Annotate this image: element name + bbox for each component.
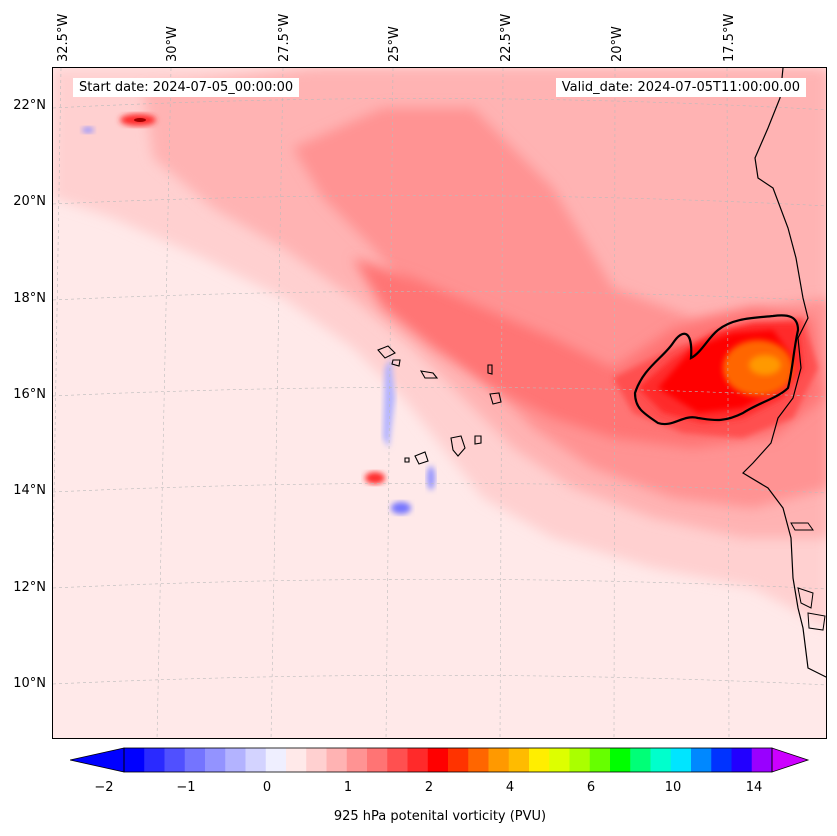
pv-field-map [53, 68, 826, 738]
colorbar-cell [731, 748, 753, 772]
colorbar-tick-1: 1 [343, 780, 353, 795]
colorbar-cell [387, 748, 408, 772]
lon-label-22-5w: 22.5°W [499, 13, 514, 62]
colorbar-cell [427, 748, 449, 772]
pv-blue-streak-1 [383, 358, 395, 448]
lat-label-18n: 18°N [13, 291, 46, 306]
colorbar-cell [569, 748, 591, 772]
lat-label-10n: 10°N [13, 676, 46, 691]
pv-nw-blue [82, 127, 94, 133]
colorbar-cell [468, 748, 489, 772]
colorbar-cell [265, 748, 287, 772]
pv-core-amber [749, 355, 781, 375]
cape-verde-islands [377, 345, 502, 465]
colorbar-cell [691, 748, 712, 772]
colorbar-cell [549, 748, 570, 772]
lat-label-14n: 14°N [13, 483, 46, 498]
colorbar-cell [407, 748, 429, 772]
lon-label-17-5w: 17.5°W [722, 13, 737, 62]
colorbar-cell [184, 748, 206, 772]
lat-label-16n: 16°N [13, 387, 46, 402]
colorbar-cell [670, 748, 692, 772]
pv-contour [633, 314, 800, 426]
colorbar-cell [124, 748, 145, 772]
lat-label-12n: 12°N [13, 580, 46, 595]
lon-label-20w: 20°W [610, 26, 625, 62]
colorbar-cell [306, 748, 327, 772]
colorbar-cell [488, 748, 510, 772]
colorbar-tick-6: 6 [586, 780, 596, 795]
colorbar-cell [448, 748, 469, 772]
colorbar-tick-2: 2 [424, 780, 434, 795]
africa-coastline [742, 68, 826, 678]
colorbar-cell [245, 748, 267, 772]
lon-label-32-5w: 32.5°W [56, 13, 71, 62]
colorbar-tick-neg1: −1 [176, 780, 196, 795]
colorbar-tick-neg2: −2 [94, 780, 114, 795]
pv-red-spot-islands [365, 472, 385, 484]
colorbar-tick-4: 4 [505, 780, 515, 795]
lon-label-27-5w: 27.5°W [277, 13, 292, 62]
lon-label-30w: 30°W [165, 26, 180, 62]
colorbar-cell [286, 748, 307, 772]
colorbar-cell [630, 748, 651, 772]
colorbar-cell [650, 748, 672, 772]
colorbar-cell [326, 748, 348, 772]
colorbar-extend-low [70, 747, 125, 773]
start-date-label: Start date: 2024-07-05_00:00:00 [73, 78, 300, 97]
colorbar-extend-high [771, 747, 810, 773]
lat-label-20n: 20°N [13, 194, 46, 209]
colorbar-cell [589, 748, 611, 772]
colorbar-cell [346, 748, 368, 772]
pv-blue-spot-1 [391, 502, 411, 514]
lon-label-25w: 25°W [387, 26, 402, 62]
colorbar-cell [610, 748, 631, 772]
coastal-islets [790, 522, 826, 631]
valid-date-label: Valid_date: 2024-07-05T11:00:00.00 [555, 78, 806, 97]
colorbar [70, 747, 810, 773]
colorbar-outline [123, 747, 773, 773]
colorbar-cell [144, 748, 165, 772]
lat-label-22n: 22°N [13, 98, 46, 113]
map-gridlines [53, 68, 826, 738]
colorbar-title: 925 hPa potenital vorticity (PVU) [333, 809, 547, 824]
colorbar-cell [751, 748, 773, 772]
colorbar-cell [529, 748, 550, 772]
colorbar-cell [205, 748, 226, 772]
pv-nw-core [134, 118, 146, 122]
colorbar-tick-0: 0 [262, 780, 272, 795]
colorbar-tick-14: 14 [745, 780, 763, 795]
colorbar-cell [711, 748, 732, 772]
colorbar-tick-10: 10 [664, 780, 682, 795]
colorbar-cell [508, 748, 530, 772]
colorbar-cell [367, 748, 388, 772]
colorbar-cells [124, 748, 773, 772]
map-panel[interactable]: Start date: 2024-07-05_00:00:00 Valid_da… [52, 67, 827, 739]
colorbar-cell [225, 748, 246, 772]
colorbar-cell [164, 748, 186, 772]
pv-blue-spot-2 [427, 466, 435, 490]
